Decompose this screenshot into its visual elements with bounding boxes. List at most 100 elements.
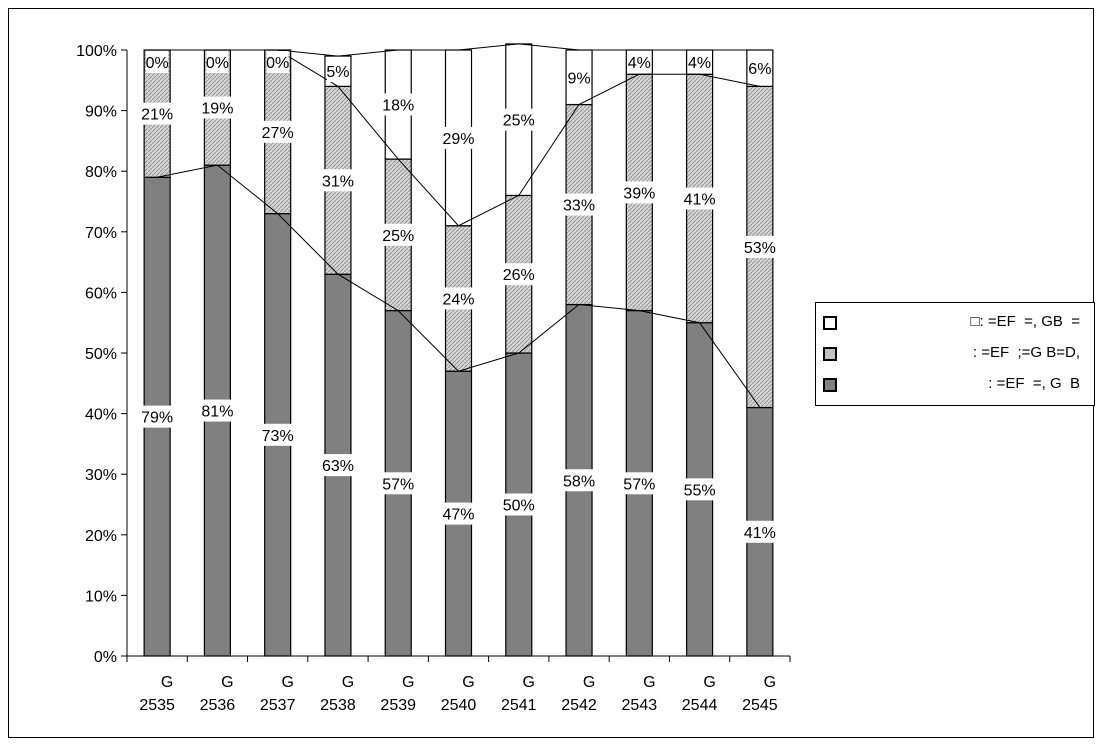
data-label: 41% <box>744 525 776 542</box>
legend-item-3: □: =EF =, GB = <box>816 313 1094 333</box>
data-label-bg <box>684 187 716 210</box>
data-label: 57% <box>382 476 414 493</box>
data-label-group: 79% 21% 0% 81% 19% 0% 73% 27% 0% 63% 31% 5% 57% 25% 18… <box>141 51 776 543</box>
data-label-bg <box>262 120 294 143</box>
y-tick-label: 60% <box>85 285 117 302</box>
x-tick-label: 2541 <box>501 697 537 714</box>
x-tick-label: G <box>764 674 776 691</box>
data-label-bg <box>382 472 414 495</box>
data-label: 21% <box>141 107 173 124</box>
data-label: 0% <box>146 55 169 72</box>
y-tick-label: 40% <box>85 407 117 424</box>
legend-label: □: =EF =, GB = <box>970 313 1080 330</box>
x-tick-label: 2542 <box>561 697 597 714</box>
data-label-bg <box>568 66 591 89</box>
data-label-bg <box>443 126 474 149</box>
data-label: 24% <box>442 291 474 308</box>
legend-label: : =EF =, G B <box>988 375 1080 392</box>
data-label: 5% <box>326 64 349 81</box>
legend-item-1: : =EF =, G B <box>816 375 1094 395</box>
data-label-bg <box>563 469 595 492</box>
data-label: 47% <box>442 507 474 524</box>
x-tick-label: 2544 <box>682 697 718 714</box>
x-tick-label: 2536 <box>200 697 236 714</box>
y-tick-label: 100% <box>76 43 117 60</box>
y-tick-label: 50% <box>85 346 117 363</box>
data-label-bg <box>146 51 169 73</box>
data-label: 50% <box>503 498 535 515</box>
x-tick-label: G <box>402 674 414 691</box>
data-label: 73% <box>262 428 294 445</box>
data-label-bg <box>382 93 414 116</box>
data-label: 33% <box>563 198 595 215</box>
legend-item-2: : =EF ;=G B=D, <box>816 344 1094 364</box>
legend: □: =EF =, GB = : =EF ;=G B=D, : =EF =, G… <box>815 302 1095 406</box>
x-tick-label: G <box>583 674 595 691</box>
data-label-bg <box>382 223 414 246</box>
data-label-bg <box>744 235 776 258</box>
data-label-bg <box>623 181 655 204</box>
y-tick-label: 20% <box>85 528 117 545</box>
data-label-bg <box>141 102 173 125</box>
legend-swatch-hatched <box>823 347 837 361</box>
data-label-bg <box>141 405 173 428</box>
series-line <box>157 43 760 57</box>
legend-swatch-white <box>823 316 837 330</box>
data-label: 25% <box>382 228 414 245</box>
data-label-bg <box>503 263 535 286</box>
data-label-bg <box>503 493 535 516</box>
data-label: 0% <box>206 55 229 72</box>
data-label: 41% <box>684 191 716 208</box>
data-label: 58% <box>563 473 595 490</box>
data-label: 9% <box>567 70 590 87</box>
data-label: 31% <box>322 173 354 190</box>
x-tick-label: G <box>462 674 474 691</box>
data-label: 18% <box>382 98 414 115</box>
axes-group: 0% 10% 20% 30% 40% 50% 60% 70% 80% 90% 100% G 2535 G 2… <box>76 43 791 714</box>
data-label-bg <box>628 51 651 74</box>
data-label-bg <box>744 520 776 543</box>
data-label: 29% <box>442 131 474 148</box>
data-label: 79% <box>141 410 173 427</box>
data-label: 4% <box>688 55 711 72</box>
y-tick-label: 10% <box>85 588 117 605</box>
data-label: 0% <box>266 55 289 72</box>
data-label: 81% <box>201 404 233 421</box>
data-label: 6% <box>748 61 771 78</box>
data-label: 26% <box>503 267 535 284</box>
x-tick-label: G <box>703 674 715 691</box>
x-tick-label: 2538 <box>320 697 356 714</box>
y-tick-label: 70% <box>85 225 117 242</box>
data-label-bg <box>262 423 294 446</box>
data-label-bg <box>201 399 233 422</box>
data-label-bg <box>688 51 711 74</box>
data-label: 27% <box>262 125 294 142</box>
x-tick-label: G <box>281 674 293 691</box>
data-label: 19% <box>201 101 233 118</box>
data-label-bg <box>201 96 233 119</box>
x-tick-label: 2540 <box>441 697 477 714</box>
data-label: 25% <box>503 113 535 130</box>
series-line-group <box>157 43 761 408</box>
data-label: 4% <box>628 55 651 72</box>
x-tick-label: 2535 <box>139 697 175 714</box>
y-tick-label: 90% <box>85 104 117 121</box>
x-tick-label: G <box>161 674 173 691</box>
data-label-bg <box>684 478 716 501</box>
data-label-bg <box>503 108 535 131</box>
x-tick-label: 2543 <box>622 697 658 714</box>
x-tick-label: 2539 <box>380 697 416 714</box>
x-tick-label: G <box>221 674 233 691</box>
y-tick-label: 80% <box>85 164 117 181</box>
data-label-bg <box>563 193 595 216</box>
data-label-bg <box>266 51 289 73</box>
data-label-bg <box>443 287 474 310</box>
x-tick-label: 2537 <box>260 697 296 714</box>
y-tick-label: 0% <box>94 649 117 666</box>
series-line <box>157 164 761 408</box>
data-label-bg <box>443 502 474 525</box>
x-tick-label: G <box>342 674 354 691</box>
data-label: 39% <box>623 185 655 202</box>
x-tick-label: G <box>643 674 655 691</box>
